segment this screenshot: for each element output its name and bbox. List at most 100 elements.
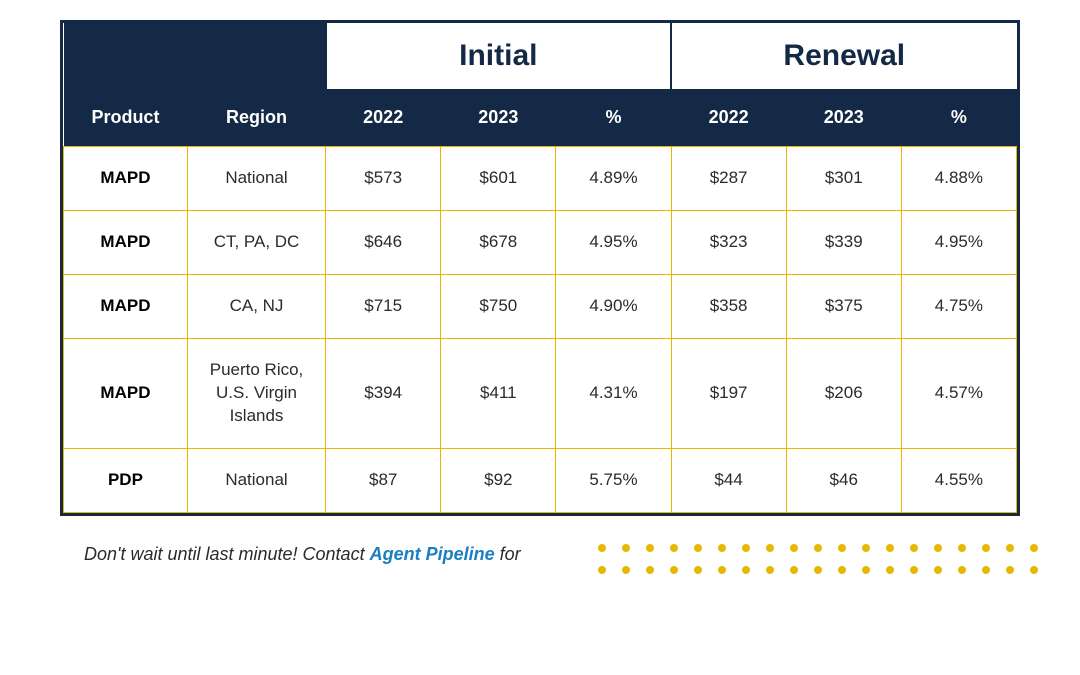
- commission-table: Initial Renewal Product Region 2022 2023…: [63, 23, 1017, 513]
- dot: [718, 544, 726, 552]
- cell-value: $287: [671, 147, 786, 211]
- dot: [1030, 544, 1038, 552]
- dot: [694, 544, 702, 552]
- dot: [910, 566, 918, 574]
- dot: [934, 566, 942, 574]
- cell-value: 4.95%: [556, 210, 671, 274]
- cell-product: MAPD: [64, 210, 188, 274]
- col-product: Product: [64, 89, 188, 147]
- cell-region: National: [187, 147, 325, 211]
- col-renewal-pct: %: [901, 89, 1016, 147]
- footer-text: Don't wait until last minute! Contact Ag…: [84, 544, 521, 565]
- cell-region: Puerto Rico, U.S. Virgin Islands: [187, 338, 325, 448]
- cell-value: 4.55%: [901, 448, 1016, 512]
- col-initial-2023: 2023: [441, 89, 556, 147]
- cell-value: $87: [326, 448, 441, 512]
- dot: [742, 544, 750, 552]
- footer-highlight: Agent Pipeline: [370, 544, 495, 564]
- cell-value: $715: [326, 274, 441, 338]
- dot: [814, 566, 822, 574]
- dot: [670, 566, 678, 574]
- cell-value: $411: [441, 338, 556, 448]
- dot: [622, 566, 630, 574]
- cell-value: 5.75%: [556, 448, 671, 512]
- cell-value: 4.90%: [556, 274, 671, 338]
- cell-value: $375: [786, 274, 901, 338]
- cell-value: $339: [786, 210, 901, 274]
- dot: [598, 566, 606, 574]
- dot: [742, 566, 750, 574]
- cell-value: $301: [786, 147, 901, 211]
- dot: [694, 566, 702, 574]
- col-renewal-2023: 2023: [786, 89, 901, 147]
- footer-post: for: [495, 544, 521, 564]
- cell-region: CA, NJ: [187, 274, 325, 338]
- dot: [958, 544, 966, 552]
- dot: [1030, 566, 1038, 574]
- dot: [886, 544, 894, 552]
- cell-product: PDP: [64, 448, 188, 512]
- cell-value: $358: [671, 274, 786, 338]
- cell-value: 4.57%: [901, 338, 1016, 448]
- commission-table-wrap: Initial Renewal Product Region 2022 2023…: [60, 20, 1020, 516]
- table-row: PDPNational$87$925.75%$44$464.55%: [64, 448, 1017, 512]
- table-body: MAPDNational$573$6014.89%$287$3014.88%MA…: [64, 147, 1017, 513]
- dot: [838, 544, 846, 552]
- table-row: MAPDCT, PA, DC$646$6784.95%$323$3394.95%: [64, 210, 1017, 274]
- cell-product: MAPD: [64, 274, 188, 338]
- dot: [622, 544, 630, 552]
- cell-value: 4.88%: [901, 147, 1016, 211]
- cell-value: $197: [671, 338, 786, 448]
- dot: [934, 544, 942, 552]
- footer-pre: Don't wait until last minute! Contact: [84, 544, 370, 564]
- cell-value: 4.31%: [556, 338, 671, 448]
- group-header-renewal: Renewal: [671, 23, 1016, 89]
- cell-value: $46: [786, 448, 901, 512]
- cell-value: 4.89%: [556, 147, 671, 211]
- dot: [910, 544, 918, 552]
- cell-value: $573: [326, 147, 441, 211]
- cell-value: $601: [441, 147, 556, 211]
- col-renewal-2022: 2022: [671, 89, 786, 147]
- decorative-dots: [598, 544, 1040, 576]
- cell-value: $92: [441, 448, 556, 512]
- dot: [646, 544, 654, 552]
- col-initial-2022: 2022: [326, 89, 441, 147]
- dot: [766, 544, 774, 552]
- cell-region: National: [187, 448, 325, 512]
- group-header-initial: Initial: [326, 23, 671, 89]
- cell-value: $646: [326, 210, 441, 274]
- cell-product: MAPD: [64, 147, 188, 211]
- cell-product: MAPD: [64, 338, 188, 448]
- dot: [790, 544, 798, 552]
- dot: [598, 544, 606, 552]
- cell-region: CT, PA, DC: [187, 210, 325, 274]
- cell-value: $678: [441, 210, 556, 274]
- dot: [982, 544, 990, 552]
- table-row: MAPDPuerto Rico, U.S. Virgin Islands$394…: [64, 338, 1017, 448]
- dot: [766, 566, 774, 574]
- dot: [1006, 566, 1014, 574]
- cell-value: $206: [786, 338, 901, 448]
- cell-value: $394: [326, 338, 441, 448]
- dot: [982, 566, 990, 574]
- dot: [862, 566, 870, 574]
- cell-value: 4.95%: [901, 210, 1016, 274]
- header-spacer: [64, 23, 326, 89]
- dot: [862, 544, 870, 552]
- cell-value: 4.75%: [901, 274, 1016, 338]
- dot: [670, 544, 678, 552]
- dot: [814, 544, 822, 552]
- dot: [838, 566, 846, 574]
- table-row: MAPDCA, NJ$715$7504.90%$358$3754.75%: [64, 274, 1017, 338]
- dot: [886, 566, 894, 574]
- dot: [718, 566, 726, 574]
- dot: [646, 566, 654, 574]
- dot: [1006, 544, 1014, 552]
- col-region: Region: [187, 89, 325, 147]
- cell-value: $44: [671, 448, 786, 512]
- dot: [790, 566, 798, 574]
- cell-value: $323: [671, 210, 786, 274]
- cell-value: $750: [441, 274, 556, 338]
- footer: Don't wait until last minute! Contact Ag…: [60, 544, 1020, 576]
